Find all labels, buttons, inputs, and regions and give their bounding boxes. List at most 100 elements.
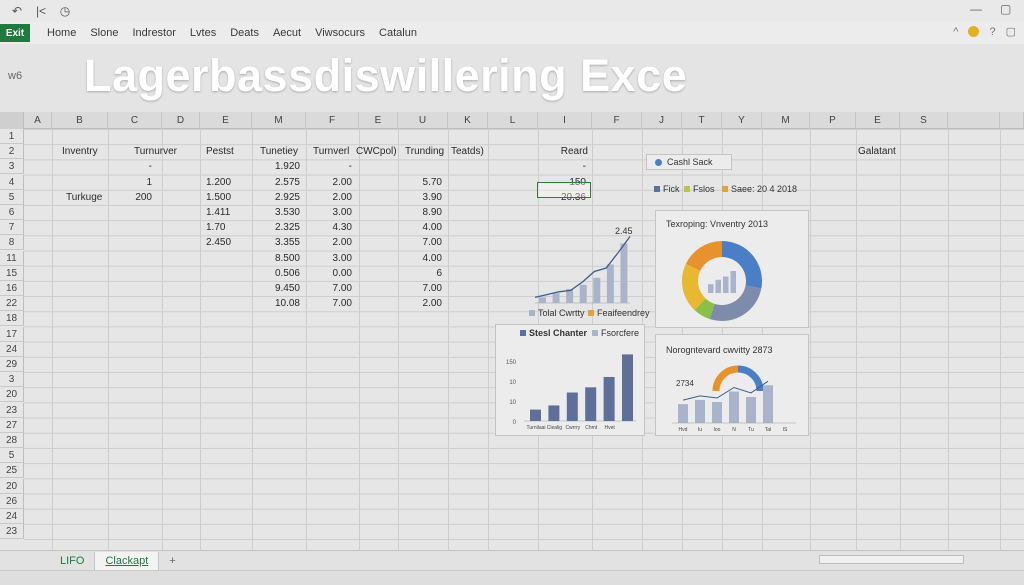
cell-value[interactable]: 6: [436, 267, 442, 279]
collapse-ribbon-icon[interactable]: ^: [953, 25, 959, 38]
column-header[interactable]: T: [682, 112, 722, 129]
cell-value[interactable]: 1.411: [206, 207, 231, 218]
file-tab[interactable]: Exit: [0, 24, 30, 42]
name-box[interactable]: w6: [8, 70, 23, 82]
row-header[interactable]: 24: [0, 509, 24, 524]
row-header[interactable]: 15: [0, 265, 24, 281]
ribbon-tab[interactable]: Viwsocurs: [315, 27, 366, 39]
cell-value[interactable]: 7.00: [422, 237, 442, 249]
row-header[interactable]: 22: [0, 296, 24, 312]
back-icon[interactable]: |<: [35, 4, 47, 18]
ribbon-tab[interactable]: Lvtes: [189, 27, 217, 39]
restore-icon[interactable]: ▢: [1000, 2, 1012, 16]
row-header[interactable]: 26: [0, 493, 24, 509]
row-header[interactable]: 7: [0, 220, 24, 236]
row-header[interactable]: 24: [0, 341, 24, 357]
column-header[interactable]: I: [538, 112, 592, 129]
ribbon-tab[interactable]: Slone: [90, 27, 119, 39]
cell-value[interactable]: 7.00: [332, 283, 352, 294]
column-header[interactable]: E: [359, 112, 398, 129]
row-header[interactable]: 5: [0, 448, 24, 464]
row-header[interactable]: 3: [0, 159, 24, 175]
column-header[interactable]: B: [52, 112, 108, 129]
cell-value[interactable]: Teatds): [451, 146, 484, 158]
sheet-tab-clackapt[interactable]: Clackapt: [95, 551, 160, 570]
column-header[interactable]: J: [642, 112, 682, 129]
column-header[interactable]: [948, 112, 1000, 129]
cell-value[interactable]: 3.00: [332, 252, 352, 264]
row-header[interactable]: 20: [0, 478, 24, 494]
row-header[interactable]: 6: [0, 205, 24, 220]
row-header[interactable]: 3: [0, 372, 24, 388]
cell-value[interactable]: 2.00: [332, 176, 352, 188]
cell-value[interactable]: CWCpol): [356, 146, 397, 158]
cell-value[interactable]: -: [582, 161, 586, 173]
row-header[interactable]: 11: [0, 250, 24, 266]
feedback-icon[interactable]: [968, 26, 980, 37]
cell-value[interactable]: 4.00: [422, 222, 442, 234]
cashflow-title-panel[interactable]: Cashl Sack: [646, 154, 732, 170]
column-header[interactable]: [1000, 112, 1024, 129]
cell-value[interactable]: 7.00: [422, 283, 442, 294]
cell-value[interactable]: 10.08: [274, 298, 300, 310]
column-header[interactable]: F: [592, 112, 642, 129]
cell-value[interactable]: 2.575: [274, 176, 300, 188]
column-header[interactable]: D: [162, 112, 200, 129]
cell-value[interactable]: 2.925: [274, 191, 300, 203]
cell-value[interactable]: 1.920: [274, 161, 300, 173]
cell-value[interactable]: 2.00: [422, 298, 442, 310]
cell-value[interactable]: 4.30: [332, 222, 352, 234]
select-all-corner[interactable]: [0, 112, 24, 129]
row-header[interactable]: 4: [0, 174, 24, 190]
donut-chart-panel[interactable]: Texroping: Vnventry 2013: [655, 210, 809, 328]
cell-value[interactable]: Turkuge: [66, 191, 103, 203]
cell-value[interactable]: 3.530: [274, 207, 300, 218]
row-header[interactable]: 23: [0, 402, 24, 418]
add-sheet-button[interactable]: +: [169, 554, 176, 567]
column-header[interactable]: P: [810, 112, 856, 129]
column-header[interactable]: Y: [722, 112, 762, 129]
column-header[interactable]: F: [306, 112, 359, 129]
cell-value[interactable]: 1.200: [206, 176, 232, 188]
ribbon-display-icon[interactable]: ▢: [1005, 26, 1016, 38]
gauge-chart-panel[interactable]: Norogntevard cwvitty 2873 2734 Hvd Iu Ioo N…: [655, 334, 809, 436]
ribbon-tab[interactable]: Home: [47, 27, 77, 39]
column-header[interactable]: S: [900, 112, 948, 129]
ribbon-tab[interactable]: Indrestor: [132, 27, 176, 39]
column-header[interactable]: M: [762, 112, 810, 129]
cell-value[interactable]: 2.00: [332, 237, 352, 249]
line-chart-panel[interactable]: 2.45 Tolal Cwrtty Feaifeendrey: [495, 220, 650, 320]
cell-value[interactable]: 3.355: [274, 237, 300, 249]
cell-value[interactable]: Tunetiey: [260, 146, 298, 158]
cell-value[interactable]: 8.500: [274, 252, 300, 264]
cell-value[interactable]: Pestst: [206, 146, 234, 158]
cell-value[interactable]: 0.506: [274, 267, 300, 279]
cell-value[interactable]: 4.00: [422, 252, 442, 264]
cell-value[interactable]: 3.90: [422, 191, 442, 203]
selected-cell[interactable]: [537, 182, 591, 198]
sheet-tab-lifo[interactable]: LIFO: [50, 551, 96, 570]
ribbon-tab[interactable]: Catalun: [379, 27, 417, 39]
column-header[interactable]: C: [108, 112, 162, 129]
cell-value[interactable]: 1.500: [206, 191, 232, 203]
row-header[interactable]: 25: [0, 463, 24, 479]
cell-value[interactable]: 1.70: [206, 222, 226, 234]
column-header[interactable]: M: [252, 112, 306, 129]
cell-value[interactable]: Inventry: [62, 146, 98, 158]
column-header[interactable]: A: [24, 112, 52, 129]
cell-value[interactable]: Galatant: [858, 146, 896, 158]
ribbon-tab[interactable]: Deats: [230, 27, 259, 39]
undo-icon[interactable]: ↶: [11, 4, 23, 18]
cell-value[interactable]: Trunding: [405, 146, 445, 158]
cell-value[interactable]: -: [148, 161, 152, 173]
row-header[interactable]: 23: [0, 524, 24, 540]
cell-value[interactable]: 2.325: [274, 222, 300, 234]
cell-value[interactable]: 5.70: [422, 176, 442, 188]
cell-value[interactable]: 0.00: [332, 267, 352, 279]
cell-value[interactable]: 2.450: [206, 237, 232, 249]
autosave-icon[interactable]: ◷: [59, 4, 71, 18]
row-header[interactable]: 1: [0, 129, 24, 144]
cell-value[interactable]: 7.00: [332, 298, 352, 310]
row-header[interactable]: 29: [0, 357, 24, 372]
